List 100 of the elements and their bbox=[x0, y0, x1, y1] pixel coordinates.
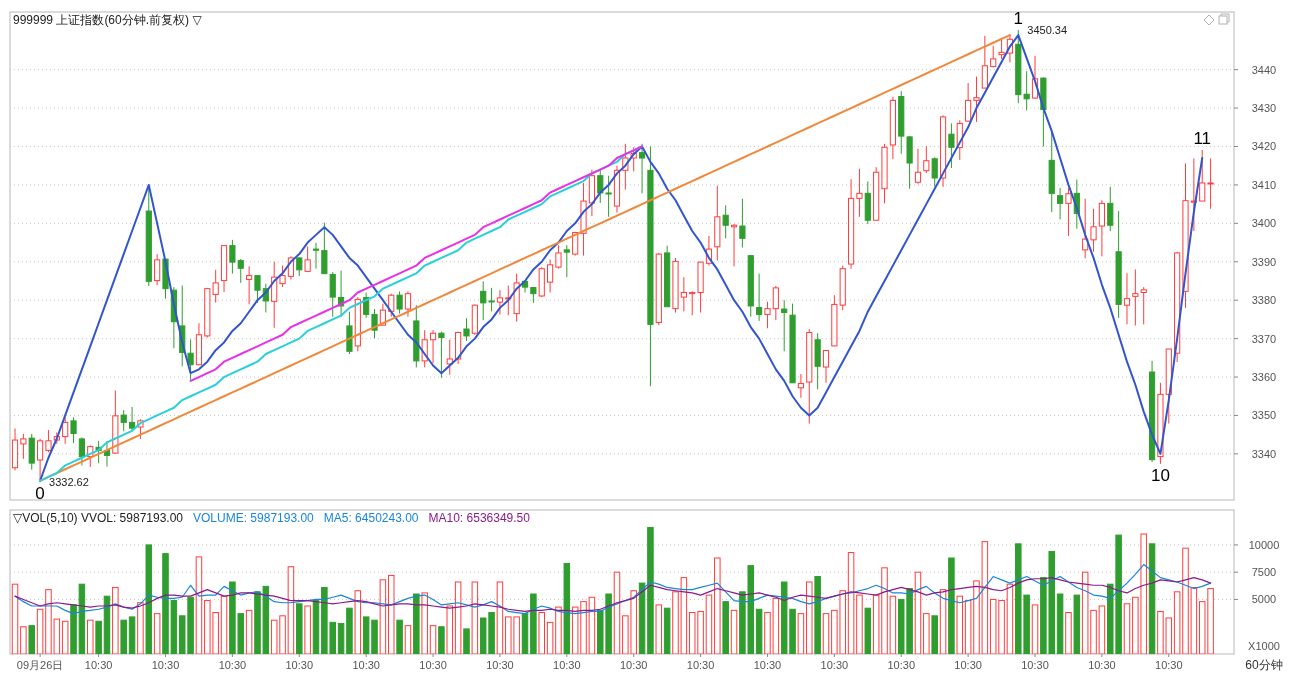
bar bbox=[429, 625, 437, 654]
candlestick bbox=[154, 253, 161, 286]
annotation: 10 bbox=[1150, 465, 1170, 485]
candlestick bbox=[446, 339, 453, 376]
candlestick bbox=[78, 436, 85, 466]
bar bbox=[530, 593, 537, 654]
bar bbox=[396, 619, 403, 654]
x-tick-label: 10:30 bbox=[84, 659, 113, 671]
bar bbox=[95, 620, 102, 654]
x-tick-label: 10:30 bbox=[954, 659, 982, 671]
bar bbox=[413, 593, 420, 654]
candlestick bbox=[329, 271, 336, 318]
bar bbox=[1123, 603, 1131, 654]
candlestick bbox=[772, 285, 779, 321]
x-tick-label: 10:30 bbox=[1155, 659, 1183, 671]
candlestick bbox=[981, 35, 988, 89]
bar bbox=[814, 576, 821, 654]
bar bbox=[471, 581, 479, 654]
candlestick bbox=[856, 168, 863, 218]
bar bbox=[454, 581, 462, 654]
y-tick-label: 3400 bbox=[1251, 217, 1277, 230]
y-tick-label: 3420 bbox=[1251, 140, 1277, 153]
chart-title: 999999 上证指数(60分钟.前复权) ▽ bbox=[13, 13, 203, 27]
x-tick-label: 09月26日 bbox=[16, 659, 64, 671]
candlestick bbox=[1098, 199, 1105, 257]
bar bbox=[856, 594, 863, 654]
bar bbox=[61, 620, 69, 654]
candlestick bbox=[1132, 268, 1139, 327]
bar bbox=[346, 607, 353, 654]
candlestick bbox=[279, 265, 286, 288]
bar bbox=[1006, 583, 1014, 654]
x-tick-label: 10:30 bbox=[619, 659, 648, 671]
candlestick bbox=[20, 433, 27, 460]
x-tick-label: 10:30 bbox=[820, 659, 849, 671]
y-tick-label: 5000 bbox=[1251, 593, 1277, 606]
bar bbox=[1148, 543, 1156, 654]
y-tick-label: 3440 bbox=[1251, 63, 1277, 76]
x-tick-label: 10:30 bbox=[686, 659, 715, 671]
annotation: 0 bbox=[35, 484, 45, 504]
line-series bbox=[189, 145, 644, 382]
bar bbox=[446, 605, 454, 654]
bar bbox=[438, 626, 445, 654]
y-axis-title: X1000 bbox=[1248, 640, 1280, 652]
bar bbox=[822, 613, 830, 654]
bar bbox=[404, 625, 412, 654]
bar bbox=[354, 590, 362, 654]
x-tick-label: 10:30 bbox=[218, 659, 247, 671]
bar bbox=[337, 622, 345, 654]
candlestick bbox=[1065, 187, 1072, 237]
candlestick bbox=[1199, 149, 1206, 202]
candlestick bbox=[296, 256, 303, 277]
annotation: 3332.62 bbox=[49, 476, 89, 489]
candlestick bbox=[689, 290, 696, 316]
bar bbox=[220, 595, 228, 654]
x-tick-label: 10:30 bbox=[887, 659, 916, 671]
y-tick-label: 3410 bbox=[1251, 178, 1277, 191]
bar bbox=[931, 615, 938, 654]
y-tick-label: 3360 bbox=[1251, 371, 1277, 384]
candlestick bbox=[70, 416, 77, 444]
y-tick-label: 3340 bbox=[1251, 447, 1277, 460]
candlestick bbox=[62, 416, 69, 445]
candlestick bbox=[480, 280, 487, 321]
x-tick-label: 10:30 bbox=[419, 659, 447, 671]
bar bbox=[956, 595, 964, 654]
bar bbox=[714, 557, 721, 654]
bar bbox=[128, 616, 136, 654]
chart-title: ▽VOL(5,10) VVOL: 5987193.00 bbox=[13, 511, 184, 525]
x-tick-label: 10:30 bbox=[352, 659, 380, 671]
candlestick bbox=[680, 276, 687, 312]
y-tick-label: 3380 bbox=[1251, 294, 1277, 307]
candlestick bbox=[128, 406, 136, 432]
candlestick bbox=[120, 409, 127, 432]
candlestick bbox=[429, 329, 437, 364]
bar bbox=[864, 607, 872, 654]
bar bbox=[663, 607, 671, 654]
candlestick bbox=[396, 290, 403, 315]
bar bbox=[145, 544, 153, 654]
bar bbox=[195, 556, 203, 654]
candlestick bbox=[965, 82, 972, 123]
bar bbox=[387, 574, 395, 654]
bar bbox=[463, 628, 470, 654]
bar bbox=[120, 619, 127, 654]
bar bbox=[87, 619, 94, 654]
candlestick bbox=[229, 239, 236, 275]
x-tick-label: 10:30 bbox=[285, 659, 314, 671]
annotation: VOLUME: 5987193.00 bbox=[193, 511, 315, 525]
candlestick bbox=[722, 204, 729, 239]
x-tick-label: 10:30 bbox=[1021, 659, 1049, 671]
bar bbox=[647, 526, 654, 654]
candlestick bbox=[797, 373, 805, 399]
bar bbox=[304, 605, 311, 654]
annotation: 1 bbox=[1013, 8, 1024, 28]
bar bbox=[296, 603, 303, 654]
line-series bbox=[14, 577, 1212, 613]
bar bbox=[312, 600, 320, 654]
candlestick bbox=[973, 76, 980, 123]
bar bbox=[1056, 593, 1064, 654]
candlestick bbox=[237, 258, 244, 284]
bar bbox=[153, 613, 161, 654]
text: MA5: 6450243.00 bbox=[323, 511, 419, 525]
